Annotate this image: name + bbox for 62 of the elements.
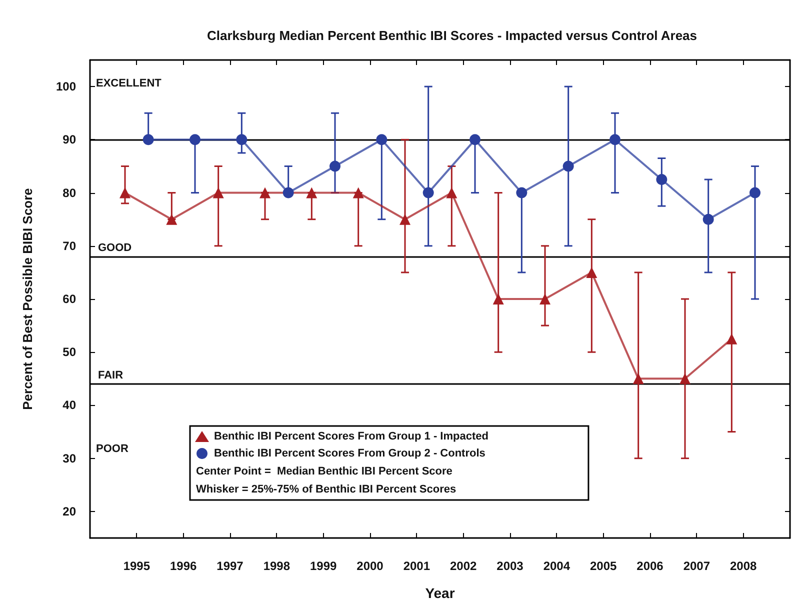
point	[376, 134, 388, 146]
annotation: Center Point = Median Benthic IBI Percent Score	[196, 466, 452, 478]
x-tick-label: 2003	[496, 559, 524, 573]
point	[540, 294, 550, 304]
point	[236, 134, 248, 146]
point	[120, 187, 130, 198]
point	[400, 214, 410, 225]
point	[562, 160, 574, 172]
y-tick-label: 70	[62, 238, 76, 253]
annotation: Whisker = 25%-75% of Benthic IBI Percent Scores	[196, 484, 456, 496]
y-tick-label: 80	[62, 186, 76, 200]
annotation: POOR	[96, 442, 128, 455]
x-tick-label: 2007	[683, 559, 710, 573]
x-tick-label: 1998	[263, 559, 290, 573]
point	[330, 160, 340, 172]
ref-line-label: FAIR	[98, 369, 124, 382]
point	[750, 187, 760, 198]
x-tick-label: 1995	[123, 559, 150, 573]
point	[680, 373, 690, 384]
legend-label: Benthic IBI Percent Scores From Group 2 - Controls	[214, 448, 486, 460]
point	[610, 134, 620, 146]
point	[470, 134, 480, 146]
point	[492, 294, 504, 304]
x-tick-label: 2006	[636, 559, 664, 573]
y-tick-label: 100	[56, 80, 76, 94]
point	[260, 187, 270, 198]
x-tick-label: 2008	[730, 559, 758, 573]
chart-title: Clarksburg Median Percent Benthic IBI Scores - Impacted versus Control Areas	[206, 28, 698, 43]
y-tick-label: 30	[62, 451, 76, 466]
point	[516, 187, 528, 198]
y-tick-label: 40	[62, 398, 76, 412]
point	[212, 187, 224, 198]
ref-line-label: GOOD	[98, 242, 132, 254]
y-tick-label: 50	[62, 345, 76, 360]
x-tick-label: 2002	[450, 559, 478, 573]
point	[632, 373, 644, 384]
y-tick-label: 20	[62, 504, 76, 518]
point	[586, 266, 598, 278]
x-tick-label: 1996	[170, 559, 198, 573]
point	[352, 187, 364, 198]
x-tick-label: 1997	[216, 559, 244, 573]
point	[422, 187, 434, 198]
point	[166, 214, 178, 225]
point	[656, 174, 668, 185]
point	[142, 134, 154, 146]
point	[702, 214, 714, 225]
y-tick-label: 90	[62, 132, 76, 147]
x-tick-label: 2001	[403, 559, 430, 573]
x-tick-label: 2005	[590, 559, 618, 573]
x-tick-label: 2004	[543, 559, 570, 573]
point	[282, 187, 294, 198]
y-tick-label: 60	[62, 292, 76, 306]
annotation: EXCELLENT	[96, 78, 162, 90]
x-tick-label: 2000	[356, 559, 384, 573]
point	[306, 187, 318, 198]
point	[190, 134, 200, 146]
x-tick-label: 1999	[310, 559, 338, 573]
legend-label: Benthic IBI Percent Scores From Group 1 - Impacted	[214, 430, 488, 442]
y-axis-title: Percent of Best Possible BIBI Score	[20, 188, 35, 410]
point	[726, 333, 738, 344]
x-axis-title: Year	[425, 585, 456, 601]
point	[446, 187, 458, 198]
